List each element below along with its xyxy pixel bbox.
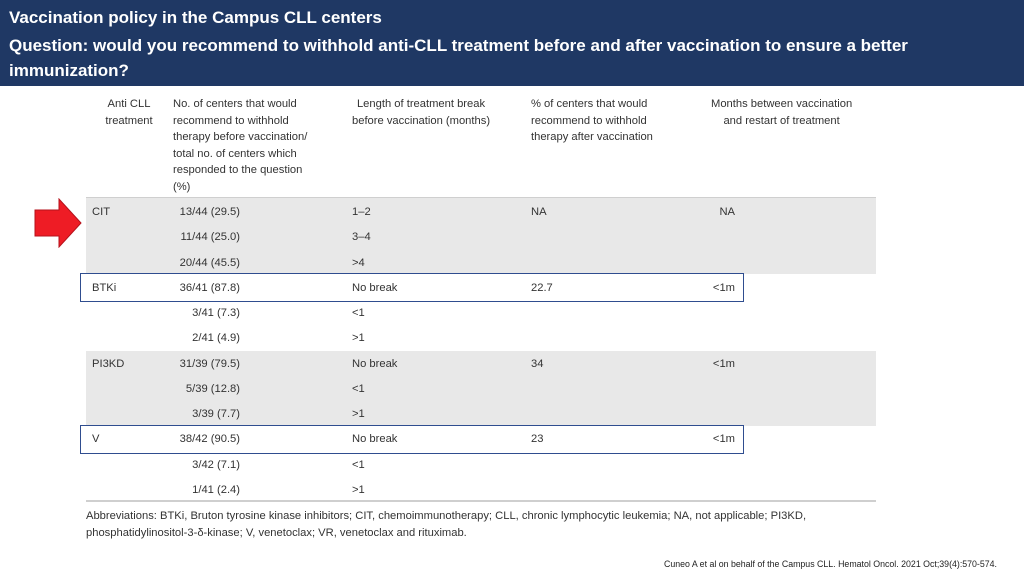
cell-months: <1m (712, 358, 735, 370)
cell-months: NA (719, 206, 735, 218)
table-bottom-rule (86, 500, 876, 502)
highlight-v-row (80, 425, 744, 454)
cell-break: <1 (352, 383, 365, 395)
col-header-break: Length of treatment break before vaccina… (352, 98, 491, 127)
cell-break: <1 (352, 307, 365, 319)
cell-centers: 31/39 (79.5) (179, 358, 240, 370)
cell-after: 23 (531, 433, 544, 445)
abbreviations-note: Abbreviations: BTKi, Bruton tyrosine kin… (86, 510, 807, 539)
col-header-months: Months between vaccination and restart o… (711, 98, 853, 127)
cell-after: NA (531, 206, 547, 218)
citation: Cuneo A et al on behalf of the Campus CL… (663, 559, 997, 569)
cell-centers: 11/44 (25.0) (180, 231, 241, 243)
cell-centers: 3/39 (7.7) (192, 408, 240, 420)
cell-break: No break (352, 433, 398, 445)
slide-question: Question: would you recommend to withhol… (9, 36, 908, 80)
red-arrow-icon (34, 198, 82, 248)
cell-break: >1 (352, 332, 365, 344)
cell-centers: 38/42 (90.5) (179, 433, 240, 445)
cell-break: 3–4 (352, 231, 371, 243)
row-group-shade-pi3kd (86, 351, 876, 426)
row-group-shade-cit (86, 198, 876, 274)
highlight-btki-row (80, 273, 744, 302)
cell-break: 1–2 (352, 206, 371, 218)
cell-centers: 36/41 (87.8) (179, 282, 240, 294)
table-top-rule (86, 197, 876, 198)
col-header-centers: No. of centers that would recommend to w… (173, 98, 308, 193)
cell-break: >1 (352, 484, 365, 496)
cell-break: >4 (352, 257, 365, 269)
slide-header: Vaccination policy in the Campus CLL cen… (0, 0, 1024, 86)
cell-centers: 5/39 (12.8) (185, 383, 240, 395)
cell-centers: 2/41 (4.9) (192, 332, 240, 344)
cell-centers: 1/41 (2.4) (192, 484, 240, 496)
cell-centers: 3/42 (7.1) (192, 459, 240, 471)
cell-treatment: BTKi (92, 282, 117, 294)
cell-centers: 13/44 (29.5) (179, 206, 240, 218)
cell-break: >1 (352, 408, 365, 420)
cell-centers: 20/44 (45.5) (179, 257, 240, 269)
cell-break: <1 (352, 459, 365, 471)
cell-months: <1m (712, 282, 735, 294)
cell-treatment: V (92, 433, 100, 445)
cell-break: No break (352, 358, 398, 370)
cell-break: No break (352, 282, 398, 294)
cell-months: <1m (712, 433, 735, 445)
cell-after: 22.7 (531, 282, 553, 294)
cell-centers: 3/41 (7.3) (192, 307, 240, 319)
col-header-treatment: Anti CLL treatment (105, 98, 153, 127)
col-header-after: % of centers that would recommend to wit… (531, 98, 653, 144)
cell-treatment: PI3KD (92, 358, 125, 370)
cell-treatment: CIT (92, 206, 111, 218)
slide-title: Vaccination policy in the Campus CLL cen… (9, 8, 382, 27)
cell-after: 34 (531, 358, 544, 370)
